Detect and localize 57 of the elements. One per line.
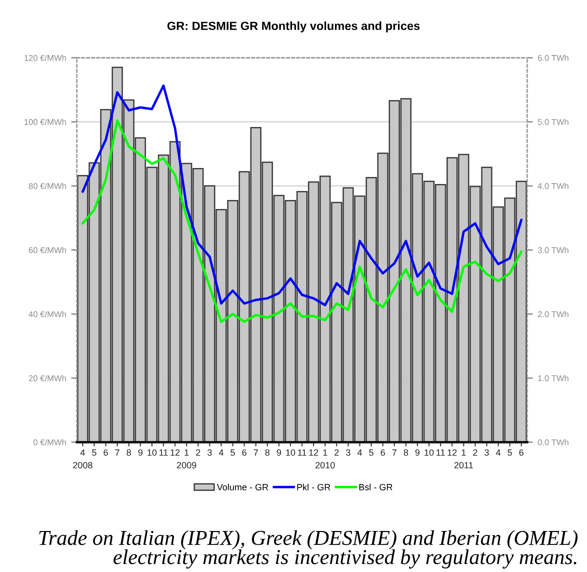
y-tick-label: 0 €/MWh <box>33 439 66 446</box>
x-tick-label: 8 <box>126 449 131 456</box>
x-tick-label: 5 <box>369 449 374 456</box>
x-tick-label: 4 <box>496 449 501 456</box>
x-tick-label: 11 <box>159 449 168 456</box>
x-tick-label: 7 <box>392 449 396 456</box>
y-tick-label: 60 €/MWh <box>28 246 66 254</box>
x-tick-label: 12 <box>448 449 457 456</box>
x-tick-label: 11 <box>436 449 445 456</box>
y-tick-label: 100 €/MWh <box>24 118 66 125</box>
x-tick-label: 10 <box>424 449 434 456</box>
x-tick-label: 9 <box>138 449 142 456</box>
x-tick-label: 6 <box>519 449 524 456</box>
x-tick-label: 2 <box>334 449 339 456</box>
x-tick-label: 8 <box>404 449 408 456</box>
x-tick-label: 10 <box>286 449 296 456</box>
x-tick-label: 8 <box>265 449 270 456</box>
y2-tick-label: 3.0 TWh <box>538 246 568 254</box>
x-tick-label: 7 <box>254 449 258 456</box>
x-tick-label: 2 <box>196 449 200 456</box>
x-tick-label: 6 <box>104 449 108 456</box>
x-tick-label: 4 <box>357 449 362 456</box>
chart-title: GR: DESMIE GR Monthly volumes and prices <box>167 21 420 32</box>
x-tick-label: 4 2008 <box>73 449 92 468</box>
legend-label: Pkl - GR <box>297 484 330 490</box>
x-tick-label: 12 <box>170 449 180 456</box>
x-tick-label: 3 <box>484 449 489 456</box>
y2-tick-label: 0.0 TWh <box>538 439 568 446</box>
y-tick-label: 20 €/MWh <box>28 375 66 382</box>
x-tick-label: 4 <box>218 449 224 456</box>
x-tick-label: 6 <box>380 449 385 456</box>
line-series <box>81 119 523 323</box>
y2-tick-label: 5.0 TWh <box>538 118 568 125</box>
x-tick-label: 5 <box>92 449 96 456</box>
legend-label: Volume - GR <box>216 484 268 490</box>
y-tick-label: 120 €/MWh <box>24 54 66 61</box>
y2-tick-label: 2.0 TWh <box>538 311 568 318</box>
x-tick-label: 10 <box>148 449 157 456</box>
x-tick-label: 11 <box>298 449 306 456</box>
x-tick-label: 7 <box>115 449 120 456</box>
y-tick-label: 80 €/MWh <box>28 182 66 189</box>
y2-tick-label: 1.0 TWh <box>538 375 568 382</box>
y2-tick-label: 6.0 TWh <box>538 54 568 61</box>
x-tick-label: 5 <box>508 449 512 456</box>
x-tick-label: 9 <box>276 449 282 456</box>
y-tick-label: 40 €/MWh <box>28 311 66 318</box>
x-tick-label: 3 <box>346 449 350 456</box>
x-tick-label: 6 <box>242 449 246 456</box>
text: Trade on Italian (IPEX), Greek (DESMIE) and Iberian (OMEL) electricity markets is incentivised by regulatory means. <box>39 530 578 569</box>
x-tick-label: 3 <box>207 449 212 456</box>
y2-tick-label: 4.0 TWh <box>538 182 568 189</box>
x-tick-label: 9 <box>415 449 420 456</box>
x-tick-label: 5 <box>230 449 235 456</box>
line-series <box>81 84 523 306</box>
x-tick-label: 2 <box>473 449 478 456</box>
x-tick-label: 12 <box>309 449 318 456</box>
legend-label: Bsl - GR <box>359 484 392 490</box>
